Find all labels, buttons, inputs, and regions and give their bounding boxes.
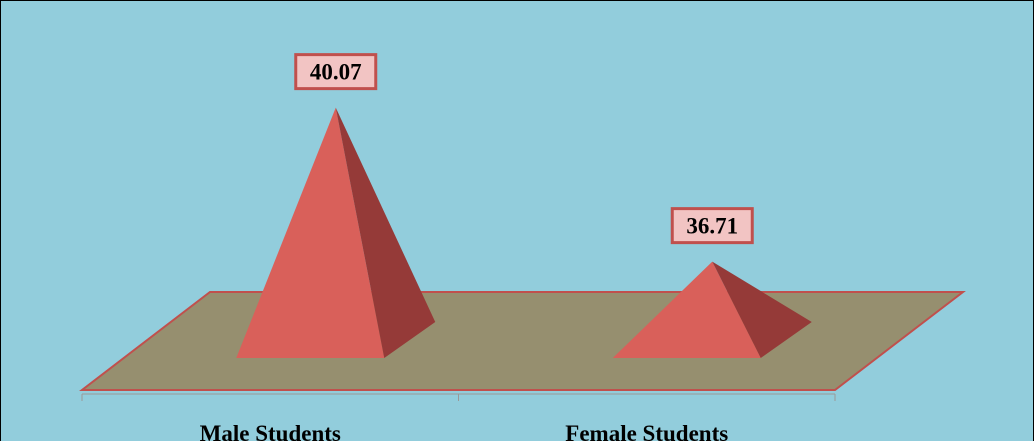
floor (79, 291, 966, 391)
value-label: 40.07 (310, 60, 362, 85)
pyramid-front (236, 107, 385, 358)
x-tick-label: Female Students (565, 421, 728, 441)
pyramid-front (612, 261, 761, 358)
x-tick-label: Male Students (200, 421, 341, 441)
value-label-box (294, 53, 378, 91)
pyramid-side (712, 261, 812, 358)
value-label: 36.71 (686, 214, 738, 239)
pyramid-side (335, 107, 436, 358)
value-label-box (670, 207, 754, 245)
